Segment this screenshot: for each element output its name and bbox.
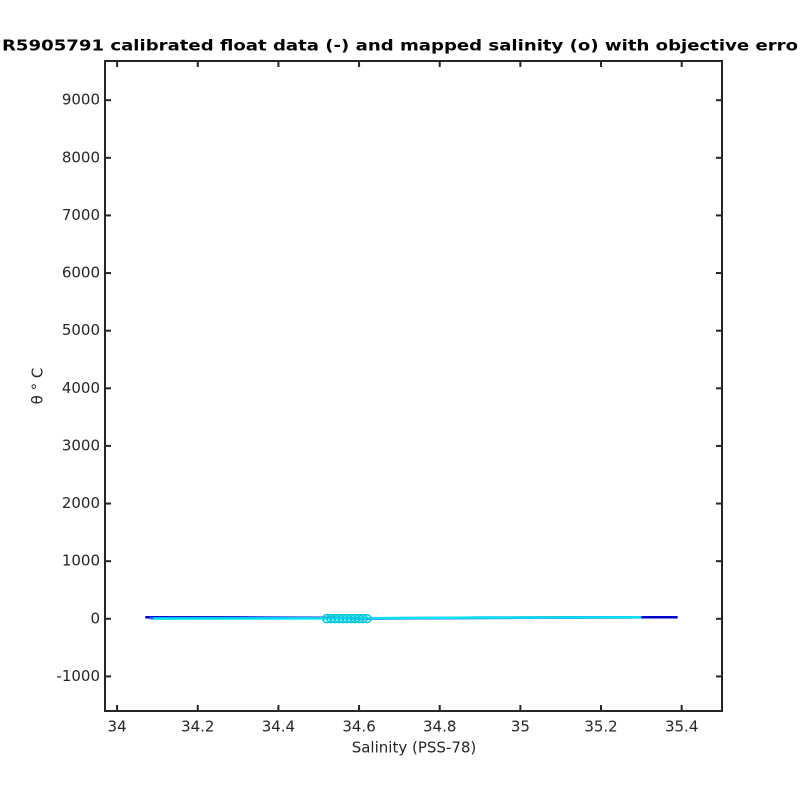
y-tick-label: 9000	[62, 91, 100, 109]
y-tick-label: -1000	[56, 667, 100, 685]
x-axis-label: Salinity (PSS-78)	[352, 739, 477, 757]
chart-title: R5905791 calibrated float data (-) and m…	[2, 37, 798, 55]
x-tick-label: 35.4	[665, 718, 698, 736]
x-tick-label: 35.2	[584, 718, 617, 736]
x-tick-label: 34	[108, 718, 127, 736]
y-tick-label: 5000	[62, 321, 100, 339]
y-tick-label: 8000	[62, 148, 100, 166]
profile-line	[153, 615, 642, 620]
plot-frame	[104, 60, 723, 712]
x-tick-label: 34.2	[181, 718, 214, 736]
x-tick-label: 35	[511, 718, 530, 736]
y-tick-label: 4000	[62, 379, 100, 397]
y-tick-label: 2000	[62, 494, 100, 512]
y-tick-label: 0	[90, 609, 100, 627]
y-tick-label: 6000	[62, 264, 100, 282]
y-tick-label: 1000	[62, 552, 100, 570]
x-tick-label: 34.4	[262, 718, 295, 736]
y-tick-label: 3000	[62, 436, 100, 454]
y-tick-label: 7000	[62, 206, 100, 224]
mapped-point	[358, 613, 368, 624]
x-tick-label: 34.8	[423, 718, 456, 736]
mapped-point	[362, 613, 372, 624]
y-axis-label: θ ° C	[29, 368, 47, 405]
x-tick-label: 34.6	[342, 718, 375, 736]
